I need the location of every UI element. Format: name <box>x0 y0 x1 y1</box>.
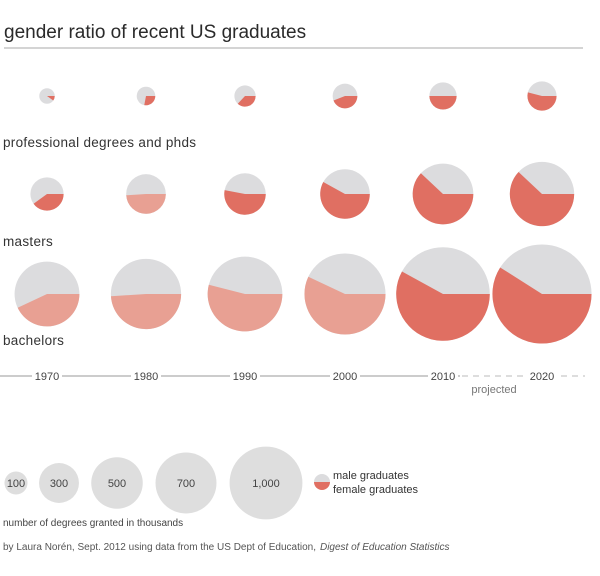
pie-bachelors-1990 <box>207 256 283 332</box>
credit-prefix: by Laura Norén, Sept. 2012 using data fr… <box>3 542 316 553</box>
size-legend-item-700: 700 <box>155 452 217 514</box>
pie-professional-2000 <box>332 83 358 109</box>
size-legend-value: 500 <box>108 478 126 490</box>
row-label-bachelors: bachelors <box>3 333 64 348</box>
legend-male-swatch <box>314 474 330 482</box>
year-tick-2020: 2020 <box>530 371 554 383</box>
size-legend-value: 300 <box>50 478 68 490</box>
pie-grid <box>14 81 592 344</box>
pie-bachelors-2010 <box>396 247 490 341</box>
pie-masters-2020 <box>509 161 575 227</box>
tick-label-bg <box>428 370 458 382</box>
pie-female-slice <box>429 96 457 110</box>
tick-label-bg <box>330 370 360 382</box>
legend-female-swatch <box>314 482 330 490</box>
legend-female-label: female graduates <box>333 484 418 496</box>
pie-female-slice <box>110 294 182 330</box>
pie-masters-1980 <box>126 174 166 214</box>
year-tick-2010: 2010 <box>431 371 455 383</box>
tick-label-bg <box>230 370 260 382</box>
pie-female-slice <box>527 92 557 111</box>
chart-title: gender ratio of recent US graduates <box>4 22 306 43</box>
pie-masters-2010 <box>412 163 474 225</box>
size-legend-value: 700 <box>177 478 195 490</box>
legend-male-label: male graduates <box>333 470 409 482</box>
pie-professional-1990 <box>234 85 256 107</box>
pie-bachelors-1980 <box>110 258 182 330</box>
pie-female-slice <box>304 276 386 335</box>
pie-bachelors-2020 <box>492 244 592 344</box>
size-legend-value: 100 <box>7 478 25 490</box>
pie-masters-2000 <box>320 169 370 219</box>
row-label-masters: masters <box>3 234 53 249</box>
year-tick-1970: 1970 <box>35 371 59 383</box>
pie-female-slice <box>237 96 256 107</box>
size-legend-item-100: 100 <box>4 471 28 495</box>
tick-label-bg <box>527 370 557 382</box>
size-legend-bubble <box>39 463 79 503</box>
pie-female-slice <box>333 96 358 109</box>
size-legend: 100 300 500 700 1,000 <box>4 446 303 520</box>
size-legend-bubble <box>155 452 217 514</box>
credit-source: Digest of Education Statistics <box>320 542 450 553</box>
year-tick-1990: 1990 <box>233 371 257 383</box>
size-legend-bubble <box>229 446 303 520</box>
year-axis: 1970 1980 1990 2000 2010 2020 <box>0 370 585 383</box>
tick-label-bg <box>131 370 161 382</box>
pie-masters-1990 <box>224 173 266 215</box>
pie-bachelors-2000 <box>304 253 386 335</box>
pie-professional-1980 <box>136 86 156 106</box>
pie-bachelors-1970 <box>14 261 80 327</box>
size-legend-item-500: 500 <box>91 457 143 509</box>
pie-female-slice <box>33 194 64 211</box>
pie-female-slice <box>144 96 156 106</box>
color-legend: male graduates female graduates <box>314 470 418 496</box>
pie-female-slice <box>320 182 370 219</box>
credit-line: by Laura Norén, Sept. 2012 using data fr… <box>3 542 449 553</box>
pie-female-slice <box>126 194 166 214</box>
pie-female-slice <box>412 173 474 225</box>
size-legend-caption: number of degrees granted in thousands <box>3 518 183 529</box>
tick-label-bg <box>32 370 62 382</box>
pie-professional-2020 <box>527 81 557 111</box>
size-legend-value: 1,000 <box>252 478 280 490</box>
pie-female-slice <box>224 190 266 215</box>
color-legend-pie <box>314 474 330 490</box>
size-legend-bubble <box>4 471 28 495</box>
size-legend-item-1000: 1,000 <box>229 446 303 520</box>
year-tick-1980: 1980 <box>134 371 158 383</box>
pie-female-slice <box>396 271 490 341</box>
pie-masters-1970 <box>30 177 64 211</box>
size-legend-item-300: 300 <box>39 463 79 503</box>
pie-female-slice <box>207 284 283 332</box>
pie-professional-1970 <box>39 88 55 104</box>
pie-professional-2010 <box>429 82 457 110</box>
projected-label: projected <box>471 384 516 396</box>
size-legend-bubble <box>91 457 143 509</box>
year-tick-2000: 2000 <box>333 371 357 383</box>
pie-female-slice <box>17 294 80 327</box>
pie-female-slice <box>492 267 592 344</box>
row-label-professional: professional degrees and phds <box>3 135 196 150</box>
pie-female-slice <box>509 171 575 227</box>
pie-female-slice <box>47 96 55 101</box>
